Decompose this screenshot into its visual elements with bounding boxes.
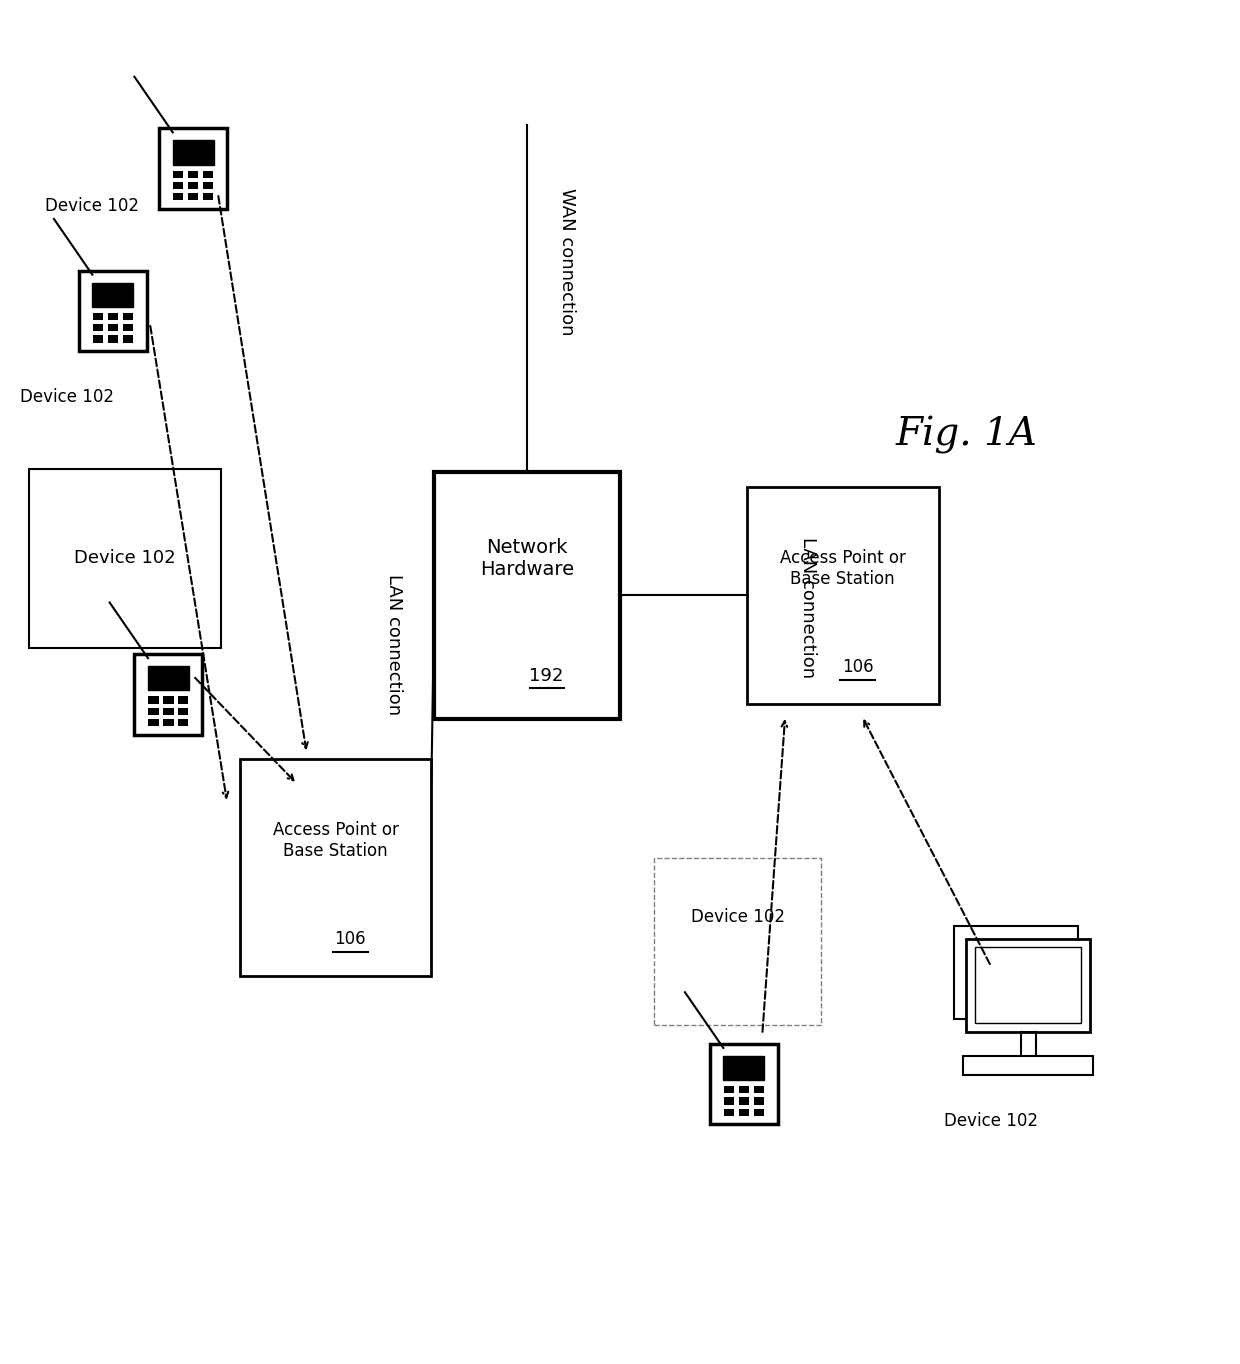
Bar [134, 655, 202, 735]
Bar [174, 181, 184, 190]
Bar [954, 926, 1078, 1019]
Bar [123, 312, 133, 321]
Bar [746, 487, 939, 704]
Bar [179, 708, 188, 715]
Text: Access Point or
Base Station: Access Point or Base Station [780, 548, 905, 588]
Bar [108, 312, 118, 321]
Bar [724, 1109, 734, 1116]
Bar [123, 336, 133, 342]
Bar [148, 666, 188, 690]
Bar [963, 1056, 1094, 1075]
Bar [434, 472, 620, 719]
Text: 106: 106 [335, 930, 366, 948]
Bar [724, 1098, 734, 1105]
Bar [739, 1086, 749, 1094]
Bar [93, 336, 103, 342]
Text: Access Point or
Base Station: Access Point or Base Station [273, 821, 398, 859]
Bar [164, 719, 174, 726]
Bar [93, 312, 103, 321]
Bar [653, 858, 821, 1026]
Bar [203, 170, 213, 177]
Bar [93, 325, 103, 331]
Text: Network
Hardware: Network Hardware [480, 537, 574, 578]
Bar [739, 1109, 749, 1116]
Bar [159, 128, 227, 209]
Text: WAN connection: WAN connection [558, 188, 577, 336]
Text: 192: 192 [528, 667, 563, 685]
Bar [92, 282, 133, 307]
Bar [179, 697, 188, 704]
Bar [203, 181, 213, 190]
Bar [123, 325, 133, 331]
Bar [754, 1098, 764, 1105]
Bar [172, 140, 213, 165]
Bar [966, 938, 1090, 1031]
Text: Device 102: Device 102 [45, 196, 139, 214]
Bar [739, 1098, 749, 1105]
Bar [149, 719, 159, 726]
Bar [188, 181, 198, 190]
Bar [164, 697, 174, 704]
Text: Device 102: Device 102 [691, 908, 785, 926]
Bar [174, 194, 184, 201]
Bar [724, 1086, 734, 1094]
Text: LAN connection: LAN connection [384, 574, 403, 716]
Bar [709, 1043, 777, 1124]
Bar [78, 270, 146, 351]
Bar [188, 194, 198, 201]
Bar [975, 948, 1081, 1023]
Bar [164, 708, 174, 715]
Text: Device 102: Device 102 [74, 550, 176, 567]
Text: Device 102: Device 102 [944, 1112, 1038, 1131]
Text: LAN connection: LAN connection [800, 537, 817, 678]
Bar [149, 708, 159, 715]
Bar [754, 1109, 764, 1116]
Bar [754, 1086, 764, 1094]
Text: 106: 106 [842, 659, 873, 677]
Bar [174, 170, 184, 177]
Text: Fig. 1A: Fig. 1A [895, 416, 1038, 454]
Bar [188, 170, 198, 177]
Bar [149, 697, 159, 704]
Text: Device 102: Device 102 [20, 389, 114, 406]
Bar [108, 325, 118, 331]
Bar [108, 336, 118, 342]
Bar [30, 469, 221, 648]
Bar [179, 719, 188, 726]
Bar [723, 1056, 764, 1080]
Bar [239, 760, 432, 975]
Bar [203, 194, 213, 201]
